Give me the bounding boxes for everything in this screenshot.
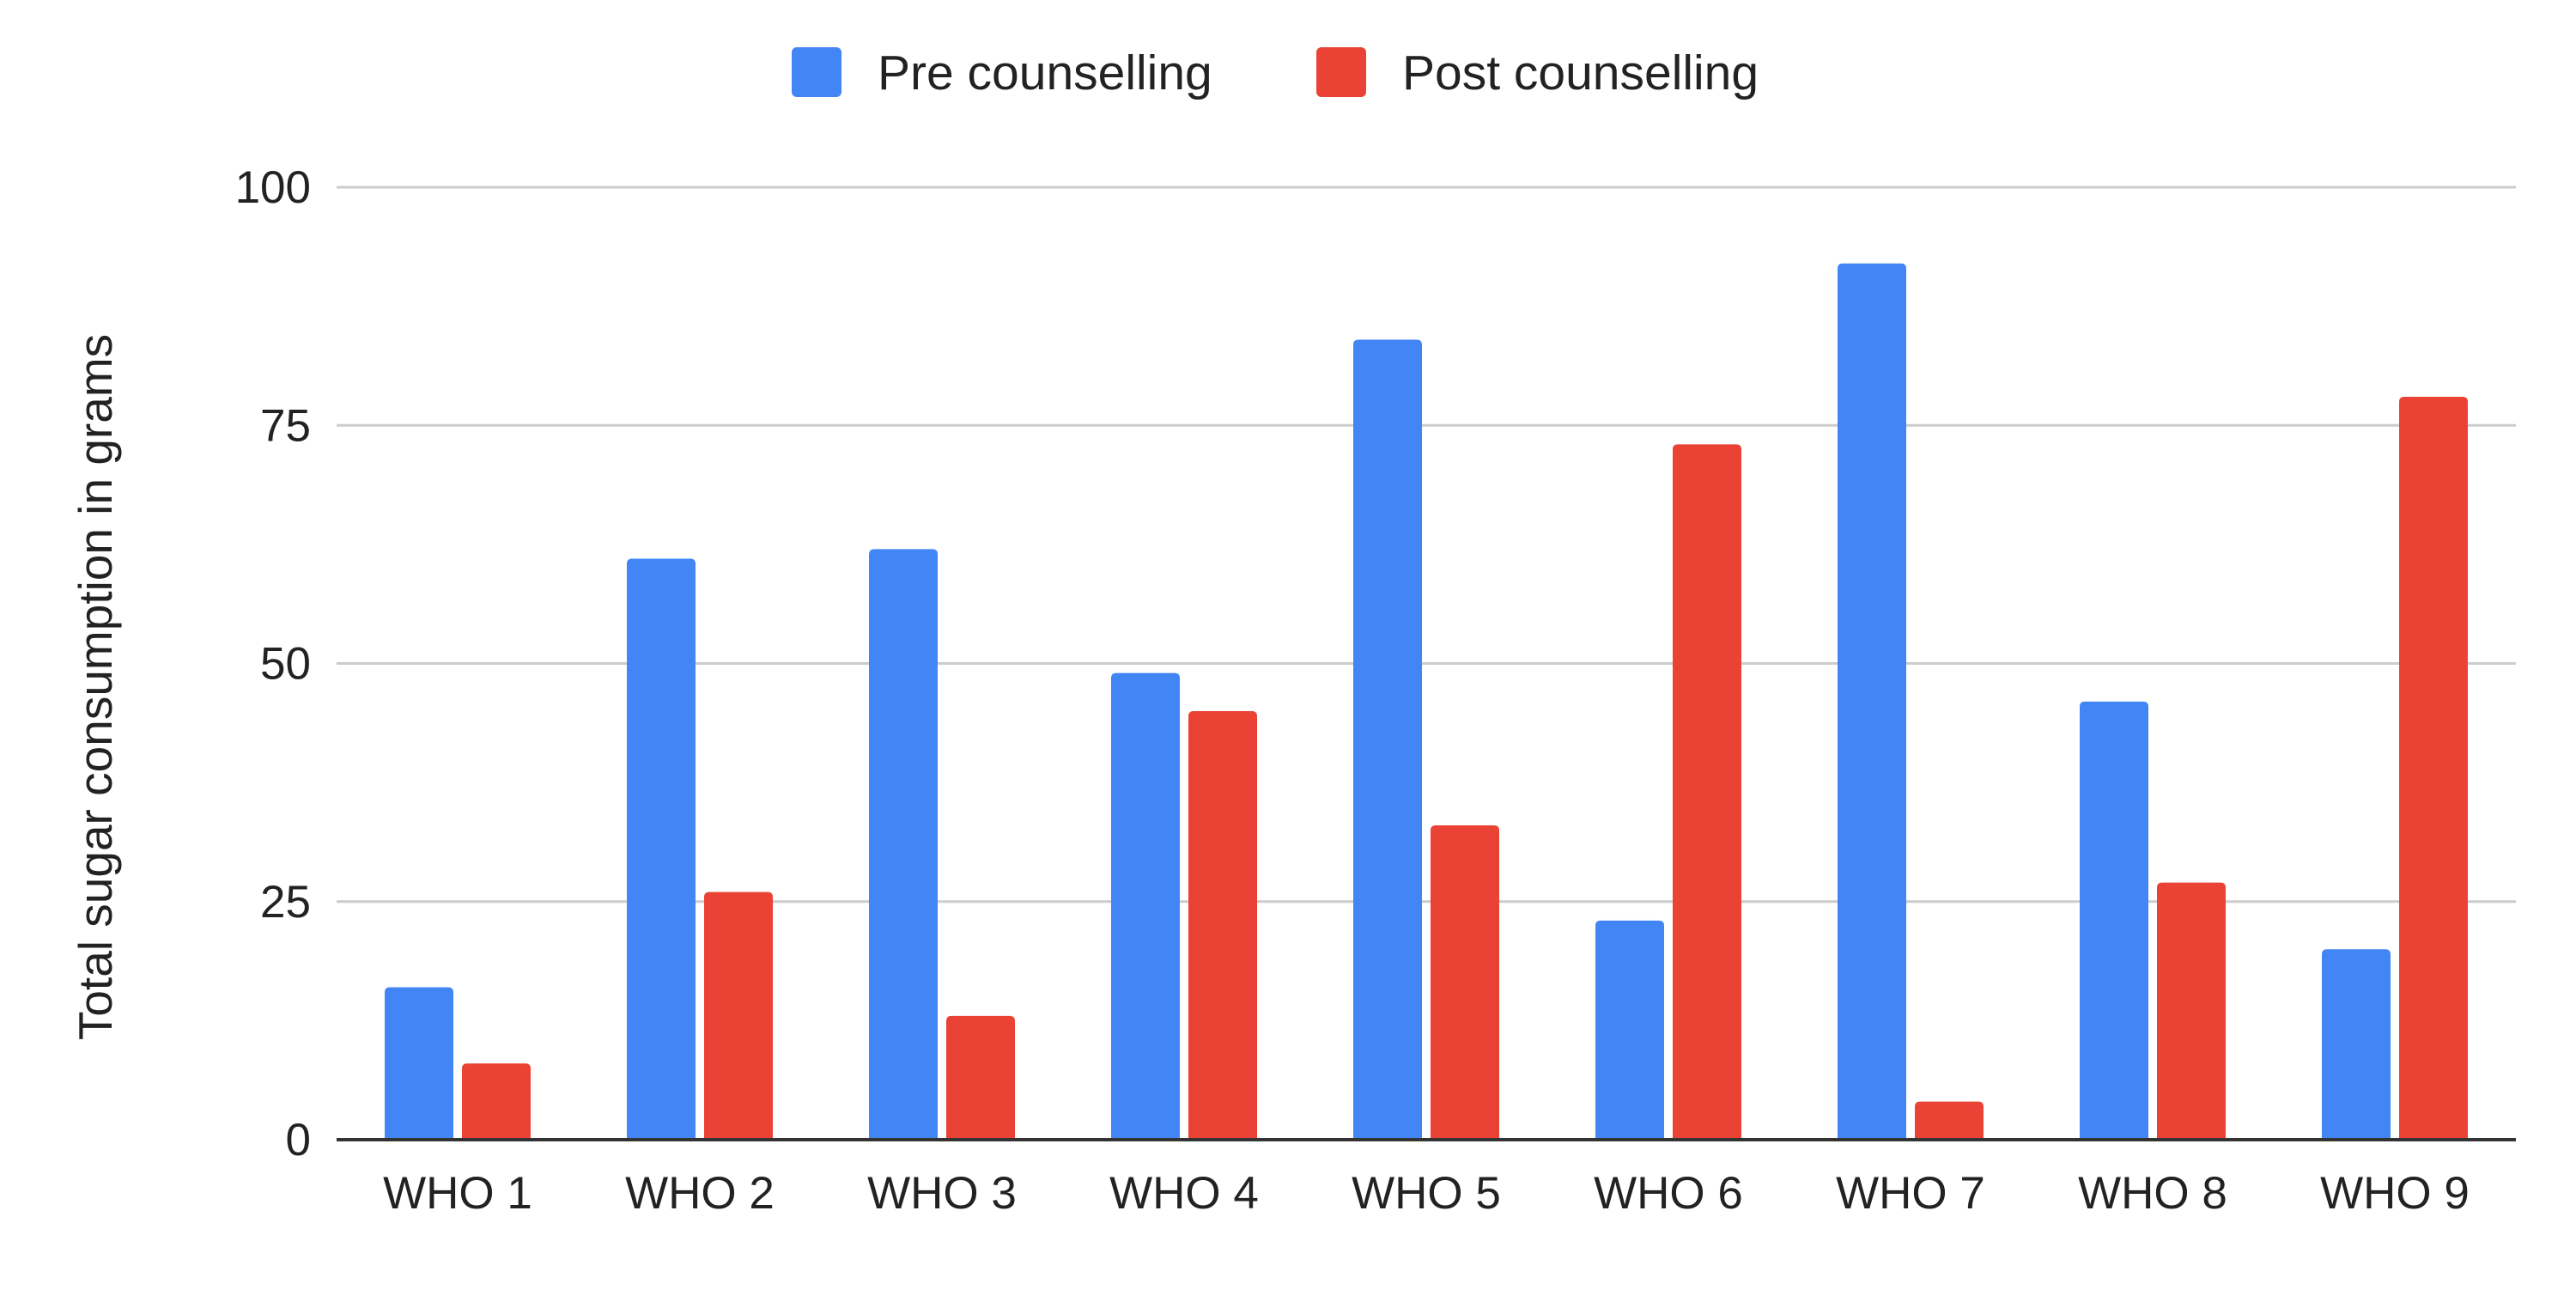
legend: Pre counselling Post counselling [792,46,1759,100]
bar-pre-4 [1111,672,1180,1140]
bar-pre-8 [2080,701,2148,1140]
x-tick-label: WHO 9 [2320,1168,2470,1219]
bar-post-1 [462,1063,531,1140]
x-tick-label: WHO 4 [1109,1168,1259,1219]
y-tick-label: 75 [260,400,311,451]
x-tick-label: WHO 1 [383,1168,532,1219]
bar-post-9 [2399,396,2468,1141]
axes: 0 25 50 75 100 WHO 1 WHO 2 WHO 3 WHO 4 WHO 5 WHO 6… [235,162,2516,1219]
y-tick-label: 100 [235,162,311,213]
x-tick-label: WHO 7 [1836,1168,1985,1219]
bar-pre-7 [1838,263,1906,1141]
legend-swatch-post [1316,47,1366,97]
x-tick-label: WHO 5 [1352,1168,1501,1219]
bar-pre-9 [2322,949,2391,1140]
bar-post-2 [704,891,773,1140]
y-tick-label: 0 [286,1115,311,1165]
bars [385,263,2468,1141]
x-tick-label: WHO 2 [625,1168,775,1219]
bar-pre-6 [1595,920,1664,1140]
bar-pre-3 [869,549,938,1140]
bar-pre-1 [385,987,453,1140]
legend-label-post: Post counselling [1402,46,1759,100]
bar-post-8 [2157,882,2226,1140]
x-tick-label: WHO 3 [867,1168,1017,1219]
bar-post-4 [1188,710,1257,1140]
legend-label-pre: Pre counselling [878,46,1212,100]
x-tick-label: WHO 6 [1594,1168,1743,1219]
x-tick-label: WHO 8 [2078,1168,2227,1219]
bar-pre-2 [627,558,696,1140]
y-axis-title: Total sugar consumption in grams [69,334,122,1040]
bar-post-6 [1673,444,1741,1140]
bar-pre-5 [1353,339,1422,1140]
y-tick-label: 50 [260,639,311,690]
bar-post-7 [1915,1101,1984,1140]
bar-post-5 [1431,825,1499,1140]
y-tick-label: 25 [260,877,311,928]
gridlines [337,186,2516,904]
legend-swatch-pre [792,47,841,97]
bar-post-3 [946,1015,1015,1140]
